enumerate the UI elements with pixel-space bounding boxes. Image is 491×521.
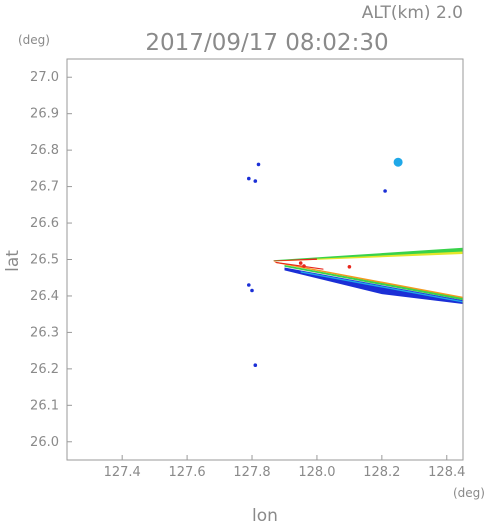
y-tick-label: 26.3 xyxy=(30,325,59,340)
echo-layer xyxy=(247,157,463,368)
x-tick-label: 127.8 xyxy=(233,465,270,480)
echo-lower-wedge-mid xyxy=(284,265,463,301)
x-tick-label: 128.2 xyxy=(363,465,400,480)
y-tick-label: 26.2 xyxy=(30,362,59,377)
y-tick-group: 26.0 26.1 26.2 26.3 26.4 26.5 26.6 26.7 26.8 26.9… xyxy=(30,70,72,450)
echo-point xyxy=(393,157,403,167)
x-axis-label: lon xyxy=(252,506,278,521)
y-tick-label: 26.9 xyxy=(30,107,59,122)
echo-point xyxy=(383,189,387,193)
x-tick-group: 127.4 127.6 127.8 128.0 128.2 128.4 xyxy=(104,455,465,480)
x-unit-label: (deg) xyxy=(453,486,485,500)
echo-lower-wedge-fringe xyxy=(300,271,463,303)
x-tick-label: 127.4 xyxy=(104,465,141,480)
y-tick-label: 26.6 xyxy=(30,216,59,231)
y-tick-label: 26.4 xyxy=(30,289,59,304)
echo-point xyxy=(302,264,306,268)
echo-upper-wedge-core xyxy=(273,258,317,262)
echo-upper-wedge-mid xyxy=(278,251,463,262)
y-axis-label: lat xyxy=(3,250,23,272)
x-tick-label: 128.0 xyxy=(298,465,335,480)
y-tick-label: 26.0 xyxy=(30,435,59,450)
echo-point xyxy=(250,288,254,293)
echo-point xyxy=(298,261,303,265)
echo-point xyxy=(247,283,251,287)
y-tick-label: 27.0 xyxy=(30,70,59,85)
y-tick-label: 26.7 xyxy=(30,180,59,195)
echo-lower-wedge-core xyxy=(274,261,324,270)
chart-subtitle: ALT(km) 2.0 xyxy=(362,3,463,23)
echo-upper-wedge-outer xyxy=(273,247,463,262)
echo-point xyxy=(256,162,261,167)
x-tick-label: 128.4 xyxy=(428,465,465,480)
echo-point xyxy=(347,265,352,269)
plot-frame xyxy=(66,58,464,461)
echo-point xyxy=(253,363,258,368)
x-tick-label: 127.6 xyxy=(168,465,205,480)
echo-point xyxy=(247,176,251,181)
y-unit-label: (deg) xyxy=(18,33,50,47)
y-tick-label: 26.1 xyxy=(30,398,59,413)
echo-point xyxy=(253,179,258,183)
chart-title: 2017/09/17 08:02:30 xyxy=(145,30,388,56)
y-tick-label: 26.5 xyxy=(30,253,59,268)
y-tick-label: 26.8 xyxy=(30,143,59,158)
